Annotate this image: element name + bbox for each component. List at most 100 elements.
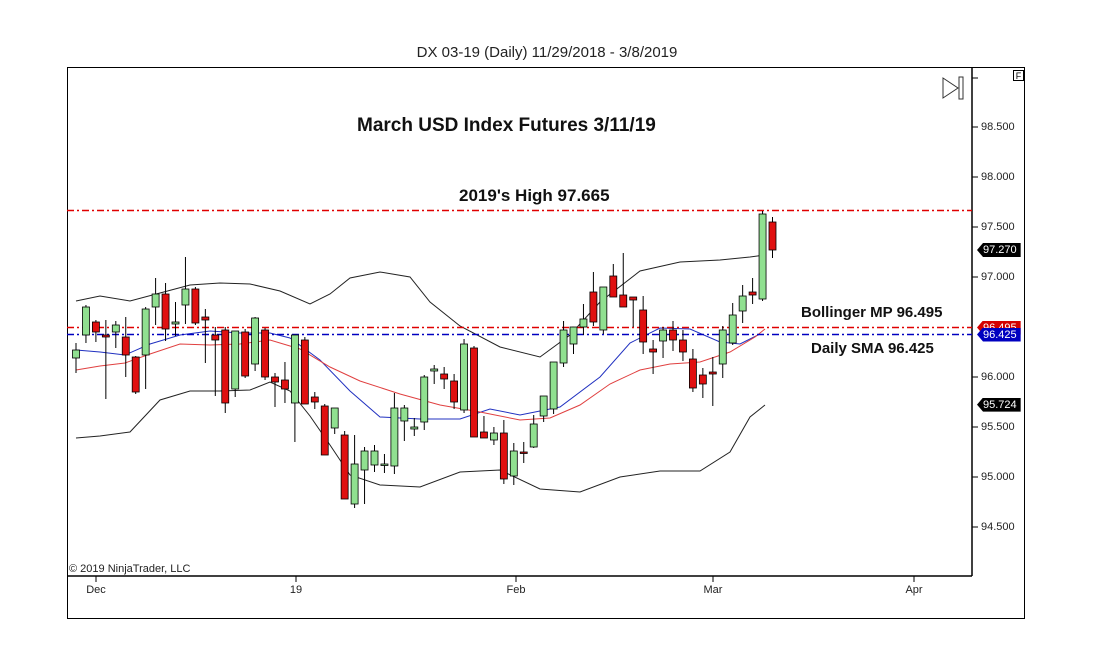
candle-up (539, 395, 548, 417)
candle-up (330, 407, 339, 429)
candle-down (300, 339, 309, 405)
candle-down (649, 348, 657, 353)
x-tick-label: Apr (905, 584, 923, 596)
candle-up (728, 314, 737, 344)
candle-up (460, 343, 468, 411)
candle-down (310, 396, 319, 403)
candle-up (181, 288, 190, 306)
candle-up (758, 213, 767, 300)
candle-down (161, 293, 170, 330)
candle-up (370, 450, 379, 466)
candle-down (669, 329, 677, 341)
x-tick-label: Feb (506, 584, 526, 596)
candle-down (708, 371, 717, 375)
candle-down (748, 291, 757, 296)
candle-down (629, 296, 638, 301)
chart-header-title: DX 03-19 (Daily) 11/29/2018 - 3/8/2019 (416, 44, 678, 61)
candle-down (221, 329, 230, 404)
high-annotation: 2019's High 97.665 (459, 186, 610, 205)
candle-up (251, 317, 260, 365)
candle-down (519, 451, 528, 454)
candle-down (281, 379, 289, 390)
candle-up (400, 407, 409, 422)
candle-down (241, 331, 250, 377)
price-tag: 95.724 (977, 397, 1021, 412)
bollinger-annotation: Bollinger MP 96.495 (801, 304, 943, 321)
candle-down (589, 291, 598, 323)
x-tick-label: Mar (703, 584, 723, 596)
sma-annotation: Daily SMA 96.425 (811, 340, 934, 357)
indicator-line-bollinger-upper (75, 254, 766, 358)
candle-up (420, 376, 429, 423)
candle-up (141, 308, 150, 356)
candle-down (261, 329, 269, 378)
candle-up (171, 321, 180, 325)
y-tick-label: 95.000 (981, 471, 1015, 483)
candle-down (271, 376, 279, 383)
candle-up (529, 423, 538, 448)
indicator-line-sma-20-blue- (75, 327, 761, 420)
x-tick-label: 19 (289, 584, 303, 596)
candle-up (579, 318, 588, 328)
candle-up (231, 330, 240, 390)
candle-up (509, 450, 518, 477)
candle-down (480, 431, 488, 439)
candle-down (320, 405, 329, 456)
candle-down (698, 374, 707, 385)
candle-up (599, 286, 608, 331)
skip-to-end-icon (942, 77, 959, 99)
candle-down (639, 309, 648, 343)
chart-main-title: March USD Index Futures 3/11/19 (357, 115, 656, 136)
candle-down (450, 380, 459, 403)
y-tick-label: 98.000 (981, 171, 1015, 183)
candle-down (619, 294, 628, 308)
candle-up (350, 463, 359, 505)
candle-up (380, 463, 389, 466)
candle-down (440, 373, 449, 380)
candle-up (390, 407, 399, 467)
candle-up (82, 306, 90, 336)
candle-up (430, 368, 439, 372)
price-tag: 97.270 (977, 243, 1021, 257)
y-tick-label: 96.000 (981, 371, 1015, 383)
chart-frame (67, 67, 1025, 619)
candle-up (569, 326, 578, 345)
candle-down (191, 288, 200, 324)
candle-down (470, 347, 478, 438)
candle-up (72, 349, 80, 359)
x-tick-label: Dec (86, 584, 106, 596)
y-tick-label: 97.500 (981, 221, 1015, 233)
candle-up (489, 432, 498, 441)
candle-up (151, 293, 160, 308)
candle-down (101, 334, 110, 338)
candle-up (410, 426, 419, 430)
candle-up (290, 334, 299, 404)
y-tick-label: 95.500 (981, 421, 1015, 433)
f-button[interactable]: F (1013, 70, 1024, 81)
candle-down (768, 221, 777, 251)
candle-up (659, 329, 667, 342)
price-tag: 96.425 (977, 327, 1021, 342)
candle-down (609, 275, 618, 298)
candle-down (131, 356, 140, 393)
candle-down (689, 358, 697, 389)
candle-down (92, 321, 100, 333)
candle-up (549, 361, 558, 410)
y-tick-label: 94.500 (981, 521, 1015, 533)
candle-up (738, 295, 747, 312)
candle-up (559, 329, 568, 364)
copyright-notice: © 2019 NinjaTrader, LLC (69, 563, 191, 575)
candle-down (201, 316, 210, 321)
candle-up (360, 450, 369, 471)
candle-up (111, 324, 120, 333)
candle-down (499, 432, 508, 480)
y-tick-label: 98.500 (981, 121, 1015, 133)
candle-down (211, 334, 220, 341)
candle-down (121, 336, 130, 356)
candle-down (340, 434, 349, 500)
skip-to-end-bar-icon (958, 76, 964, 100)
candle-down (679, 339, 687, 353)
y-tick-label: 97.000 (981, 271, 1015, 283)
candle-up (718, 329, 727, 365)
